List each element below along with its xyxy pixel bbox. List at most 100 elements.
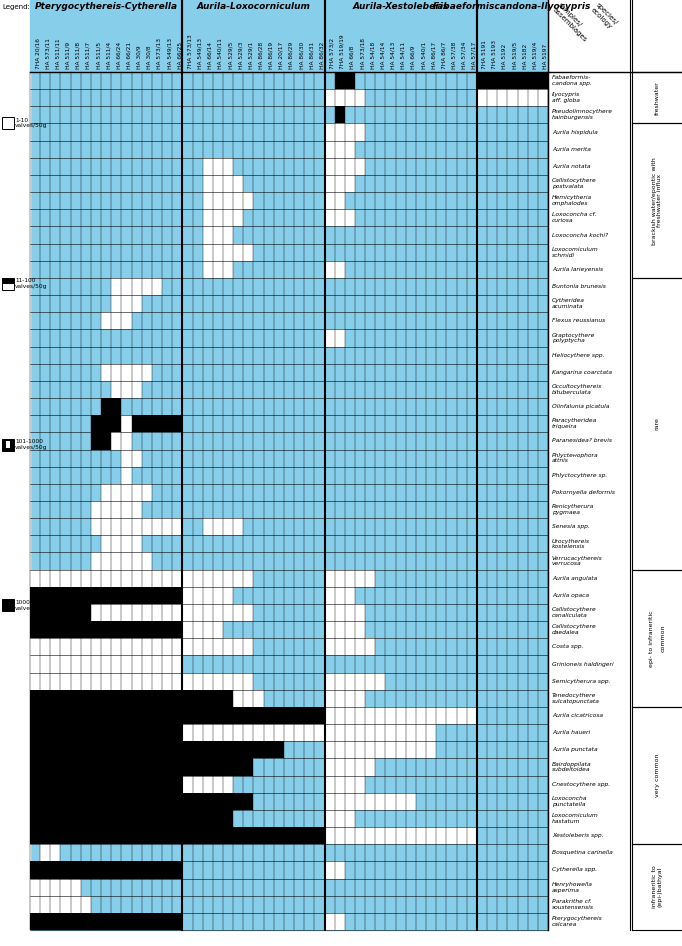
Bar (101, 639, 111, 656)
Text: species/
ecology: species/ ecology (590, 2, 619, 31)
Bar (80, 656, 91, 673)
Bar (142, 690, 152, 707)
Bar (50, 879, 61, 896)
Bar (345, 587, 355, 604)
Text: Aurila angulata: Aurila angulata (552, 576, 597, 581)
Bar (223, 793, 233, 810)
Bar (203, 261, 213, 278)
Bar (203, 793, 213, 810)
Bar (325, 639, 335, 656)
Bar (132, 742, 142, 759)
Bar (223, 569, 233, 587)
Bar (213, 707, 223, 724)
Text: Pokornyella deformis: Pokornyella deformis (552, 490, 615, 495)
Bar (50, 622, 61, 639)
Bar (30, 776, 40, 793)
Bar (203, 192, 213, 209)
Bar (406, 707, 416, 724)
Text: 1-10
valves/50g: 1-10 valves/50g (15, 117, 47, 129)
Bar (233, 673, 243, 690)
Bar (355, 673, 365, 690)
Bar (345, 175, 355, 192)
Text: Ilyocypris
aff. globa: Ilyocypris aff. globa (552, 93, 580, 103)
Bar (111, 587, 121, 604)
Bar (71, 587, 80, 604)
Bar (345, 759, 355, 776)
Text: Tenedocythere
sulcatopunctata: Tenedocythere sulcatopunctata (552, 692, 600, 704)
Bar (355, 158, 365, 175)
Bar (152, 810, 162, 827)
Bar (243, 793, 254, 810)
Bar (61, 896, 71, 913)
Bar (192, 673, 203, 690)
Bar (111, 501, 121, 518)
Bar (40, 810, 50, 827)
Bar (223, 776, 233, 793)
Text: HA 30/8: HA 30/8 (147, 45, 152, 69)
Bar (203, 810, 213, 827)
Bar (121, 449, 132, 466)
Bar (325, 158, 335, 175)
Bar (355, 604, 365, 622)
Bar (385, 742, 396, 759)
Bar (345, 776, 355, 793)
Bar (162, 724, 172, 742)
Bar (273, 724, 284, 742)
Bar (80, 896, 91, 913)
Text: HA 30/9: HA 30/9 (136, 45, 142, 69)
Bar (142, 483, 152, 501)
Bar (213, 827, 223, 844)
Bar (132, 363, 142, 381)
Bar (264, 827, 273, 844)
Bar (111, 295, 121, 312)
Text: Occultocythereis
bituberculata: Occultocythereis bituberculata (552, 384, 602, 394)
Bar (345, 690, 355, 707)
Bar (182, 587, 192, 604)
Bar (203, 742, 213, 759)
Bar (80, 913, 91, 930)
Bar (406, 827, 416, 844)
Bar (162, 810, 172, 827)
Bar (223, 261, 233, 278)
Bar (213, 158, 223, 175)
Bar (365, 707, 375, 724)
Text: HA 57/34: HA 57/34 (462, 42, 466, 69)
Bar (213, 244, 223, 261)
Bar (335, 810, 345, 827)
Text: HA 529/5: HA 529/5 (228, 42, 233, 69)
Bar (213, 261, 223, 278)
Bar (325, 673, 335, 690)
Bar (101, 656, 111, 673)
Bar (121, 295, 132, 312)
Bar (182, 724, 192, 742)
Text: HA 5197: HA 5197 (543, 44, 548, 69)
Text: HA 511/8: HA 511/8 (76, 42, 80, 69)
Bar (172, 707, 182, 724)
Text: Paranesidea? brevis: Paranesidea? brevis (552, 438, 612, 444)
Bar (192, 690, 203, 707)
Bar (80, 724, 91, 742)
Bar (345, 72, 355, 89)
Bar (50, 656, 61, 673)
Bar (40, 587, 50, 604)
Text: HA 540/1: HA 540/1 (421, 42, 426, 69)
Bar (335, 793, 345, 810)
Bar (2, 117, 14, 129)
Bar (223, 518, 233, 535)
Text: HA 511/4: HA 511/4 (106, 42, 111, 69)
Bar (335, 261, 345, 278)
Bar (152, 742, 162, 759)
Bar (111, 518, 121, 535)
Bar (162, 587, 172, 604)
Bar (345, 604, 355, 622)
Bar (71, 569, 80, 587)
Bar (111, 913, 121, 930)
Bar (40, 896, 50, 913)
Bar (264, 707, 273, 724)
Bar (50, 569, 61, 587)
Bar (233, 759, 243, 776)
Bar (142, 793, 152, 810)
Bar (30, 742, 40, 759)
Bar (152, 793, 162, 810)
Bar (91, 810, 101, 827)
